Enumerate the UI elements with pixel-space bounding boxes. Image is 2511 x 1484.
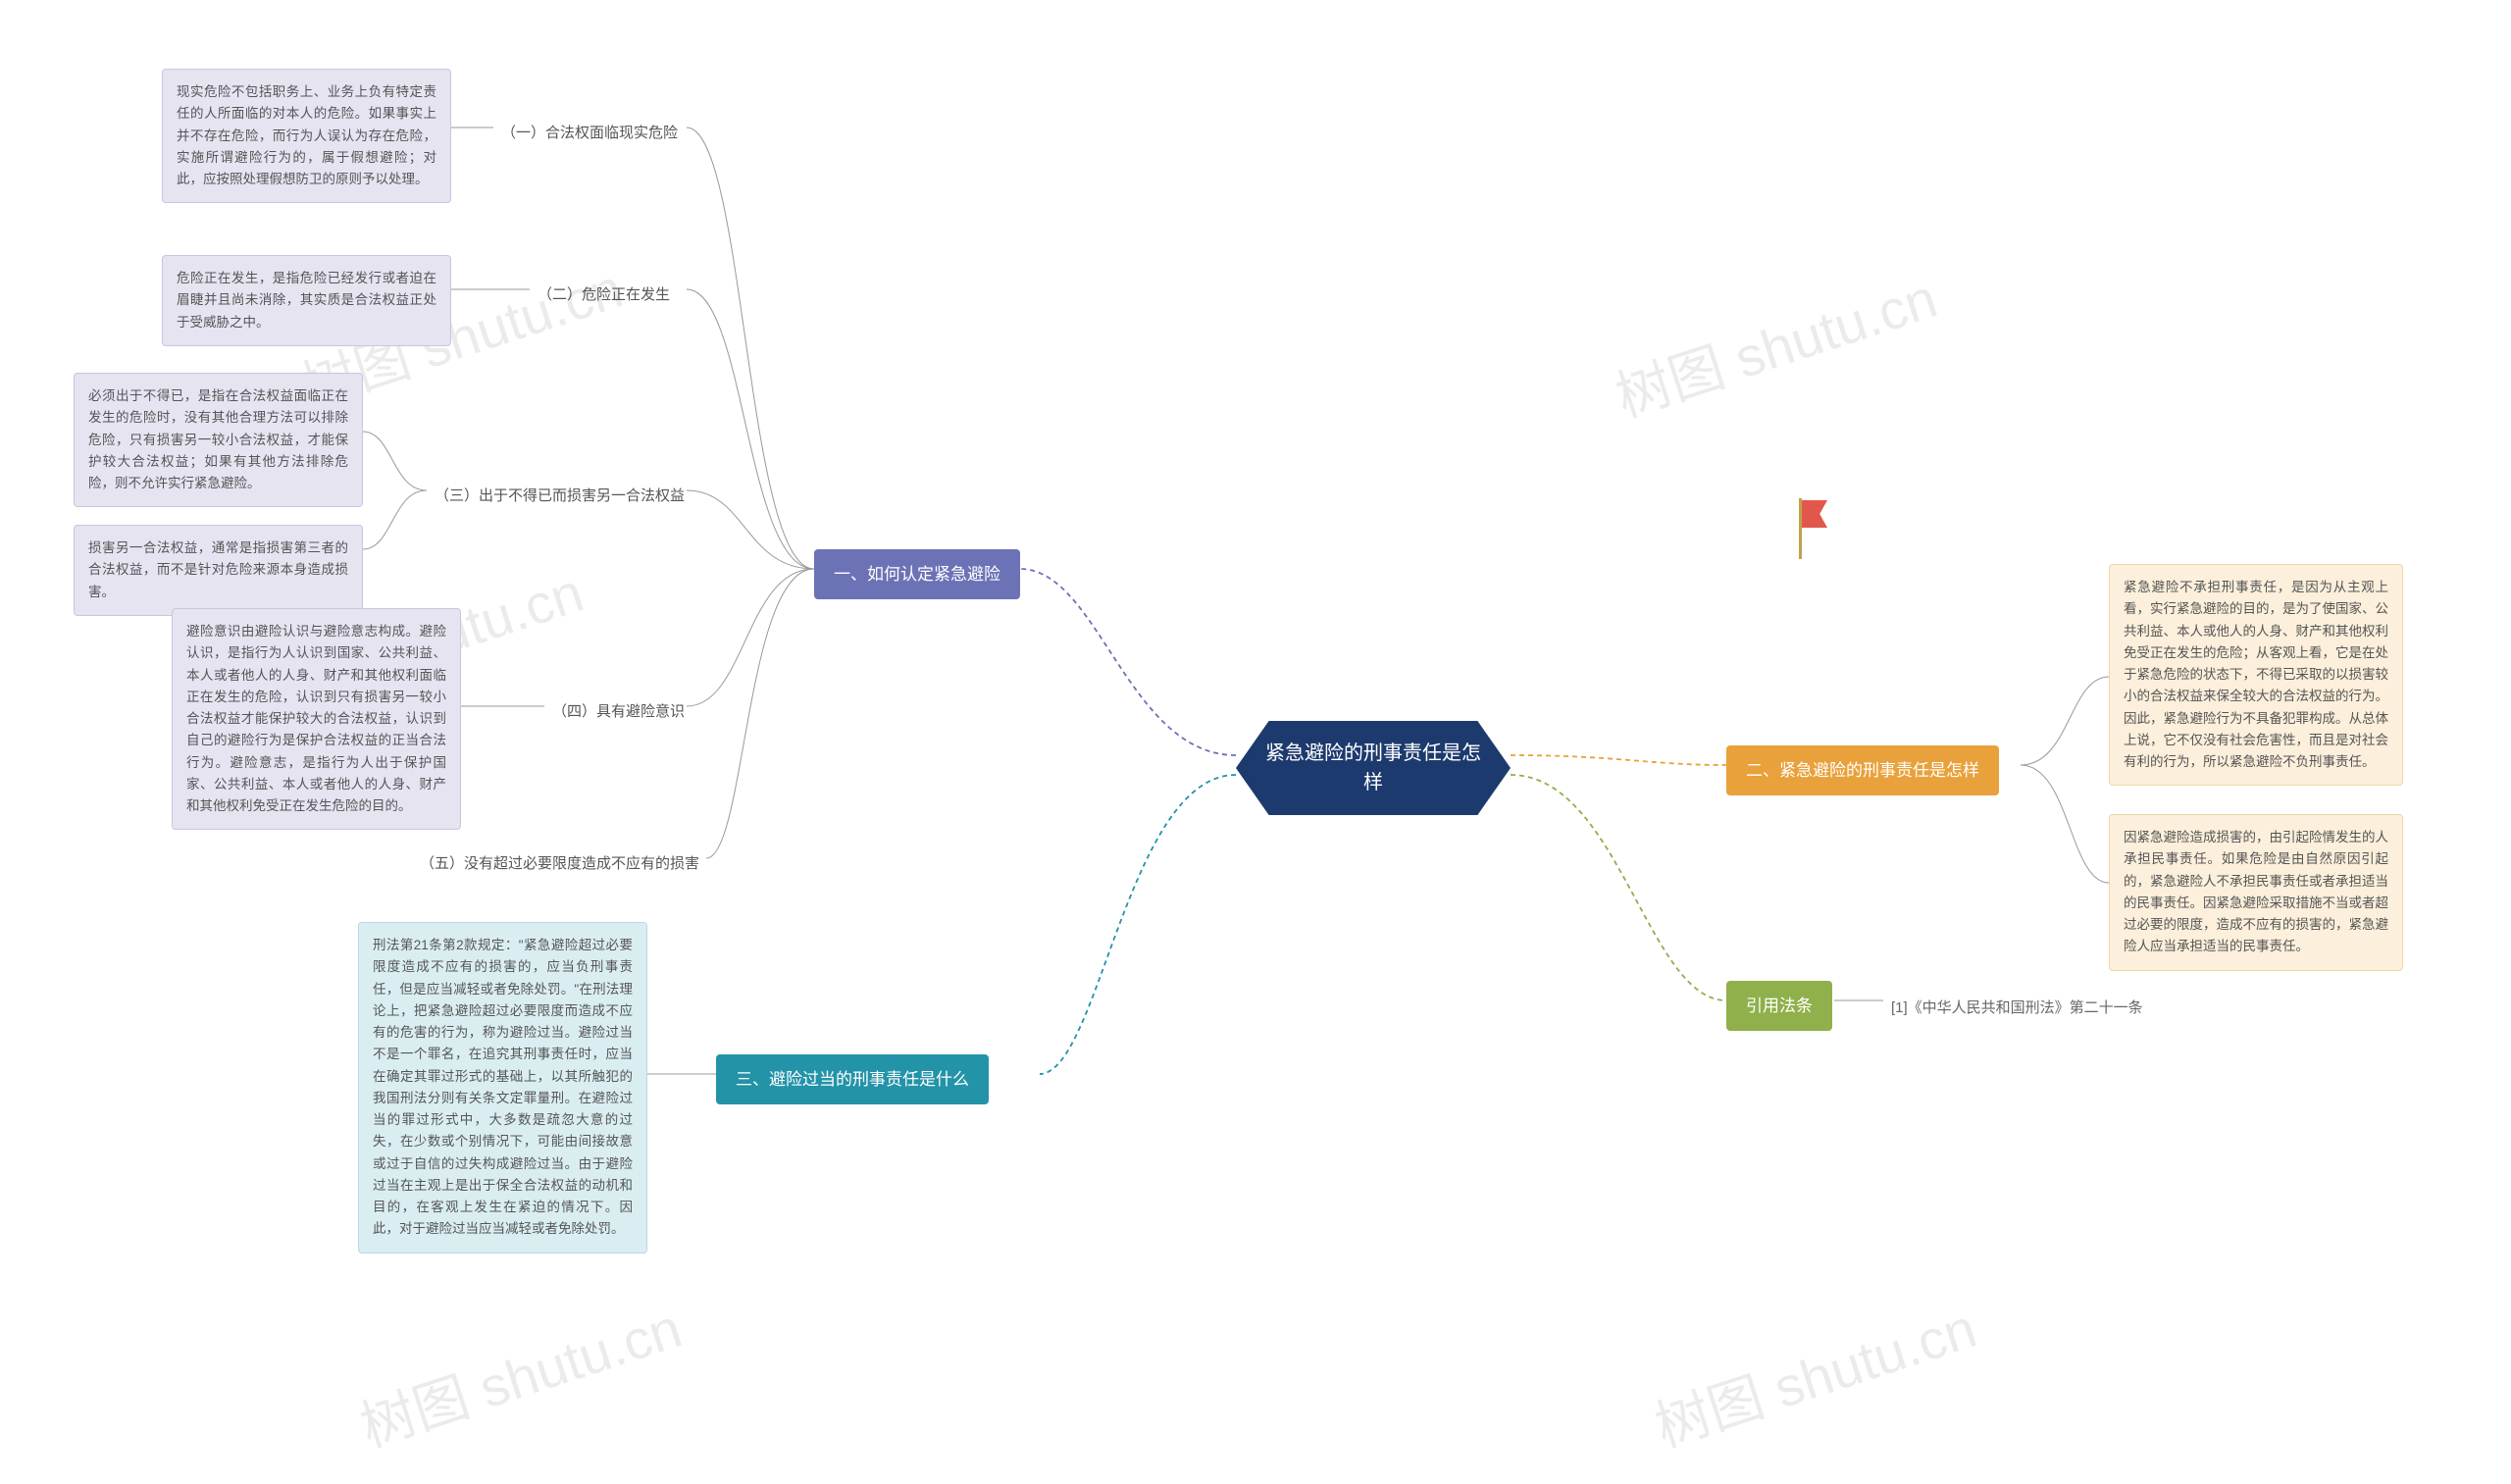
branch3-detail: 刑法第21条第2款规定："紧急避险超过必要限度造成不应有的损害的，应当负刑事责任… (358, 922, 647, 1254)
watermark: 树图 shutu.cn (1644, 1285, 1985, 1463)
branch1-sub3: （三）出于不得已而损害另一合法权益 (427, 479, 692, 514)
branch1-sub4: （四）具有避险意识 (544, 694, 692, 730)
branch-2: 二、紧急避险的刑事责任是怎样 (1726, 745, 1999, 795)
branch2-detailB: 因紧急避险造成损害的，由引起险情发生的人承担民事责任。如果危险是由自然原因引起的… (2109, 814, 2403, 971)
branch1-sub1-detail: 现实危险不包括职务上、业务上负有特定责任的人所面临的对本人的危险。如果事实上并不… (162, 69, 451, 203)
branch1-sub2-detail: 危险正在发生，是指危险已经发行或者迫在眉睫并且尚未消除，其实质是合法权益正处于受… (162, 255, 451, 346)
branch-4: 引用法条 (1726, 981, 1832, 1031)
branch4-detail: [1]《中华人民共和国刑法》第二十一条 (1883, 991, 2151, 1026)
branch1-sub2: （二）危险正在发生 (530, 278, 678, 313)
branch1-sub3-detailA: 必须出于不得已，是指在合法权益面临正在发生的危险时，没有其他合理方法可以排除危险… (74, 373, 363, 507)
center-node: 紧急避险的刑事责任是怎样 (1236, 721, 1511, 815)
branch-1: 一、如何认定紧急避险 (814, 549, 1020, 599)
flag-icon (1795, 498, 1828, 557)
branch1-sub4-detail: 避险意识由避险认识与避险意志构成。避险认识，是指行为人认识到国家、公共利益、本人… (172, 608, 461, 830)
branch2-detailA: 紧急避险不承担刑事责任，是因为从主观上看，实行紧急避险的目的，是为了使国家、公共… (2109, 564, 2403, 786)
watermark: 树图 shutu.cn (1605, 255, 1946, 434)
branch1-sub1: （一）合法权面临现实危险 (493, 116, 686, 151)
watermark: 树图 shutu.cn (349, 1285, 691, 1463)
branch1-sub5: （五）没有超过必要限度造成不应有的损害 (412, 846, 707, 882)
branch1-sub3-detailB: 损害另一合法权益，通常是指损害第三者的合法权益，而不是针对危险来源本身造成损害。 (74, 525, 363, 616)
branch-3: 三、避险过当的刑事责任是什么 (716, 1054, 989, 1104)
